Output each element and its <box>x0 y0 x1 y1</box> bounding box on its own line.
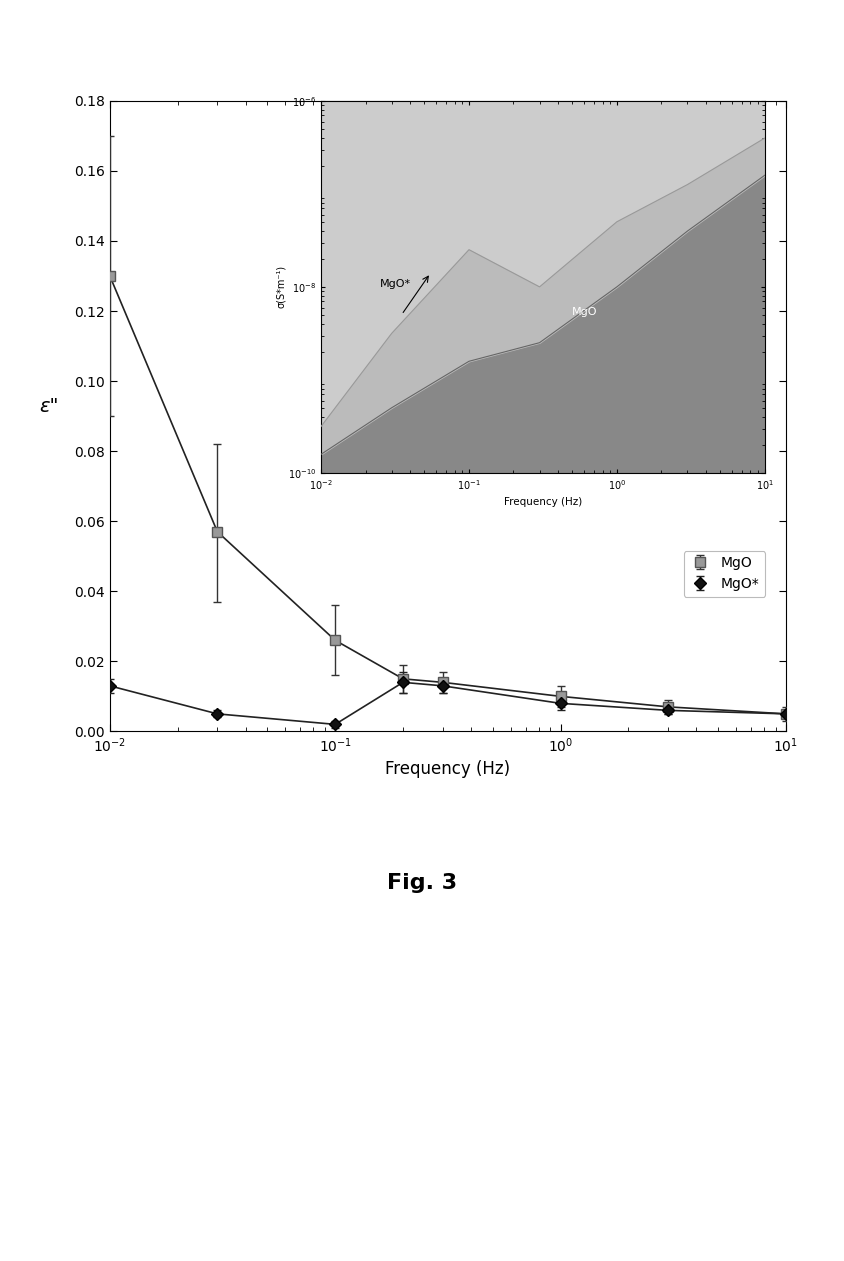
Text: MgO*: MgO* <box>380 279 410 289</box>
Y-axis label: ε": ε" <box>40 397 59 416</box>
X-axis label: Frequency (Hz): Frequency (Hz) <box>385 760 510 778</box>
Y-axis label: σ(S*m⁻¹): σ(S*m⁻¹) <box>276 265 286 309</box>
Text: Fig. 3: Fig. 3 <box>387 873 457 893</box>
X-axis label: Frequency (Hz): Frequency (Hz) <box>503 497 582 507</box>
Legend: MgO, MgO*: MgO, MgO* <box>683 551 765 596</box>
Text: MgO: MgO <box>571 306 597 317</box>
